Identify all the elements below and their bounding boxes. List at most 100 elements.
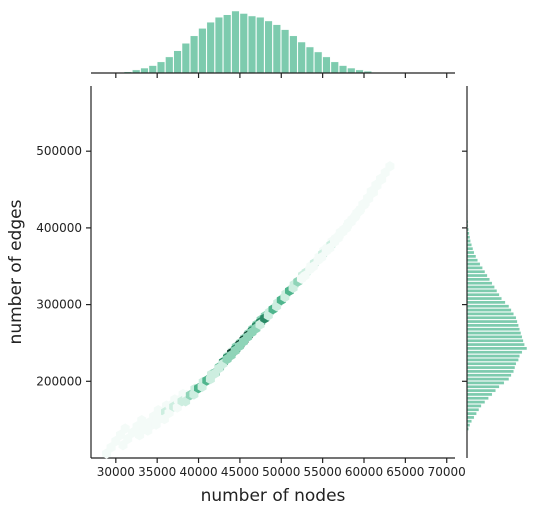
x-tick-label: 50000 xyxy=(262,465,300,479)
marginal-y-bar xyxy=(466,419,473,424)
marginal-y-bar xyxy=(466,373,512,378)
marginal-x-bar xyxy=(281,29,290,74)
x-tick-label: 65000 xyxy=(386,465,424,479)
y-tick-label: 400000 xyxy=(36,221,82,235)
marginal-y-bar xyxy=(466,258,479,263)
hexbin-cell-neighbour xyxy=(120,423,130,434)
marginal-y-bar xyxy=(466,246,474,251)
marginal-y-bar xyxy=(466,269,486,274)
marginal-x-bar xyxy=(338,65,348,74)
hexbin-cell-neighbour xyxy=(385,161,395,172)
marginal-x-bar xyxy=(256,16,265,74)
marginal-y-bar xyxy=(466,342,525,347)
marginal-y-bar xyxy=(466,323,519,328)
marginal-y-bar xyxy=(466,242,473,247)
x-tick-label: 30000 xyxy=(97,465,135,479)
marginal-x-bar xyxy=(231,10,240,74)
marginal-y-bar xyxy=(466,300,506,305)
marginal-y-bar xyxy=(466,308,512,312)
marginal-y-bar xyxy=(466,262,481,266)
y-axis-ticks: 200000 300000 400000 500000 xyxy=(36,144,91,388)
marginal-y-bar xyxy=(466,273,488,278)
marginal-y-bar xyxy=(466,304,510,309)
marginal-y-bar xyxy=(466,292,500,297)
marginal-x-histogram xyxy=(91,10,455,78)
hexbin-layer xyxy=(102,161,395,459)
marginal-y-bar xyxy=(466,346,528,351)
x-tick-label: 40000 xyxy=(179,465,217,479)
marginal-y-bar xyxy=(466,296,503,301)
marginal-x-bar xyxy=(289,35,298,74)
x-tick-label: 45000 xyxy=(221,465,259,479)
y-tick-label: 500000 xyxy=(36,144,82,158)
y-tick-label: 200000 xyxy=(36,374,82,388)
marginal-y-bar xyxy=(466,392,493,397)
y-axis-label: number of edges xyxy=(6,199,26,344)
marginal-y-histogram xyxy=(462,86,528,458)
marginal-y-bar xyxy=(466,335,523,339)
marginal-y-bar xyxy=(466,400,486,404)
marginal-y-bar xyxy=(466,250,475,255)
x-axis-label: number of nodes xyxy=(201,486,346,506)
x-tick-label: 60000 xyxy=(345,465,383,479)
x-tick-label: 55000 xyxy=(304,465,342,479)
marginal-y-bar xyxy=(466,285,495,289)
marginal-y-ticks xyxy=(462,150,467,382)
marginal-y-bar xyxy=(466,281,493,286)
marginal-y-bar xyxy=(466,404,482,408)
marginal-x-bar xyxy=(214,16,224,74)
marginal-y-bar xyxy=(466,388,497,393)
marginal-y-bar xyxy=(466,319,518,324)
marginal-x-bar xyxy=(173,50,182,74)
marginal-y-bar xyxy=(466,254,477,259)
marginal-y-bar xyxy=(466,327,521,332)
marginal-y-bar xyxy=(466,365,516,370)
marginal-y-bar xyxy=(466,265,483,270)
marginal-x-bar xyxy=(322,56,331,74)
x-tick-label: 70000 xyxy=(428,465,466,479)
marginal-y-bar xyxy=(466,331,522,335)
marginal-y-bar xyxy=(466,277,491,282)
marginal-y-bar xyxy=(466,315,517,320)
x-tick-label: 35000 xyxy=(138,465,176,479)
marginal-y-bar xyxy=(466,312,515,316)
marginal-x-bar xyxy=(239,13,248,74)
marginal-y-bar xyxy=(466,415,475,420)
marginal-x-bar xyxy=(223,14,232,74)
marginal-x-bar xyxy=(264,20,273,74)
marginal-x-bar xyxy=(347,67,356,74)
marginal-x-bar xyxy=(190,35,199,74)
marginal-y-bar xyxy=(466,354,521,358)
marginal-x-bars xyxy=(123,10,381,74)
marginal-x-bar xyxy=(165,56,174,74)
marginal-y-bar xyxy=(466,384,500,389)
marginal-y-bar xyxy=(466,338,524,343)
hexbin-cell-neighbour xyxy=(137,415,147,426)
marginal-y-bar xyxy=(466,289,498,293)
marginal-y-bar xyxy=(466,411,477,416)
marginal-x-ticks xyxy=(115,73,448,78)
x-axis-ticks: 30000 35000 40000 45000 50000 55000 60000 65000… xyxy=(97,458,466,479)
marginal-y-bar xyxy=(466,350,523,355)
marginal-y-bar xyxy=(466,381,505,385)
marginal-x-bar xyxy=(206,21,215,74)
marginal-y-bars xyxy=(466,204,528,431)
marginal-x-bar xyxy=(305,46,315,74)
y-tick-label: 300000 xyxy=(36,298,82,312)
marginal-y-bar xyxy=(466,396,489,401)
marginal-x-bar xyxy=(247,15,257,74)
marginal-y-bar xyxy=(466,407,480,412)
marginal-x-bar xyxy=(297,41,306,74)
marginal-x-bar xyxy=(156,61,166,74)
marginal-x-bar xyxy=(314,51,323,74)
marginal-x-bar xyxy=(330,61,339,74)
marginal-y-bar xyxy=(466,369,515,374)
marginal-x-bar xyxy=(148,65,157,74)
joint-panel: 30000 35000 40000 45000 50000 55000 60000 65000… xyxy=(6,86,466,506)
marginal-x-bar xyxy=(181,42,190,74)
marginal-y-bar xyxy=(466,358,519,362)
marginal-x-bar xyxy=(198,28,207,74)
marginal-x-bar xyxy=(272,24,281,74)
marginal-x-bar xyxy=(140,67,149,74)
